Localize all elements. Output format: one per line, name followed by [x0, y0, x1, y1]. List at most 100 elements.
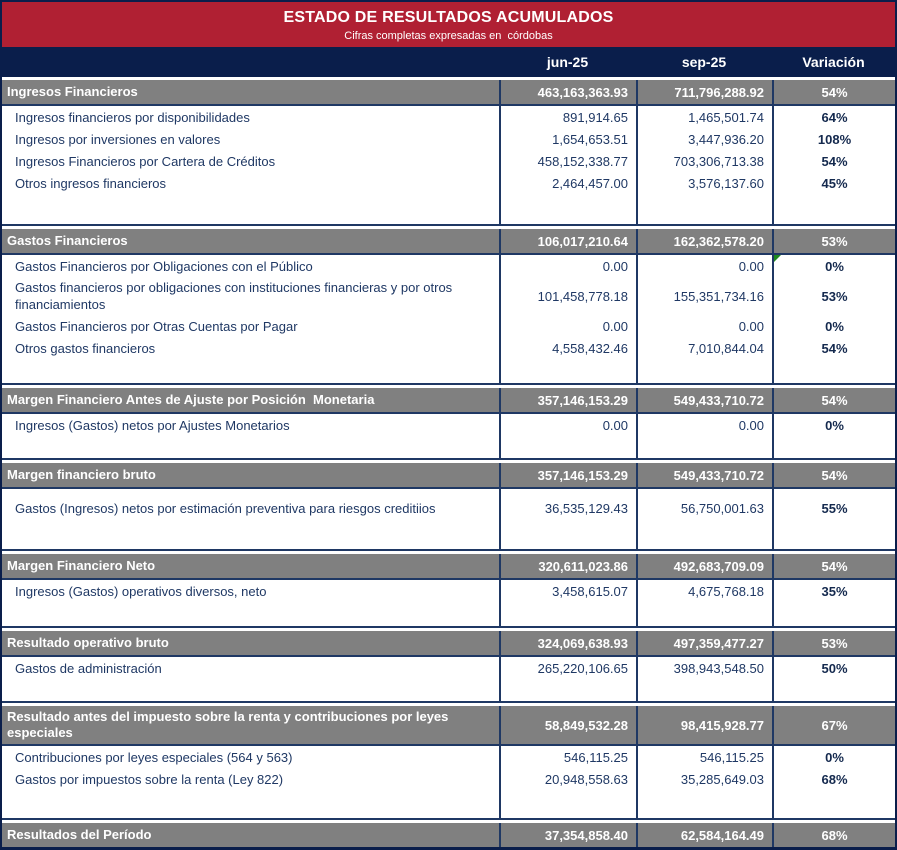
- value-sep25: 1,465,501.74: [636, 106, 772, 128]
- value-sep25: 62,584,164.49: [636, 823, 772, 847]
- detail-block: Contribuciones por leyes especiales (564…: [2, 746, 895, 820]
- row-label: Contribuciones por leyes especiales (564…: [15, 749, 293, 765]
- value-variacion: 54%: [772, 388, 895, 412]
- value-variacion: 54%: [772, 463, 895, 487]
- detail-block: Gastos Financieros por Obligaciones con …: [2, 255, 895, 385]
- value-jun25: 58,849,532.28: [499, 706, 636, 744]
- section-header-resultado-antes-impuesto: Resultado antes del impuesto sobre la re…: [2, 703, 895, 746]
- table-row: Gastos por impuestos sobre la renta (Ley…: [2, 768, 895, 790]
- section-header-resultado-operativo-bruto: Resultado operativo bruto 324,069,638.93…: [2, 628, 895, 657]
- value-variacion: 64%: [772, 106, 895, 128]
- value-sep25: 4,675,768.18: [636, 580, 772, 602]
- table-row: Ingresos financieros por disponibilidade…: [2, 106, 895, 128]
- row-label: Ingresos (Gastos) operativos diversos, n…: [15, 583, 267, 599]
- section-header-margen-antes-ajuste: Margen Financiero Antes de Ajuste por Po…: [2, 385, 895, 414]
- value-jun25: 106,017,210.64: [499, 229, 636, 253]
- row-label: Gastos Financieros por Obligaciones con …: [15, 258, 313, 274]
- row-label: Gastos (Ingresos) netos por estimación p…: [15, 500, 436, 516]
- value-jun25: 320,611,023.86: [499, 554, 636, 578]
- row-label: Ingresos financieros por disponibilidade…: [15, 109, 250, 125]
- value-sep25: 549,433,710.72: [636, 463, 772, 487]
- detail-block: Ingresos (Gastos) netos por Ajustes Mone…: [2, 414, 895, 460]
- row-label: Otros ingresos financieros: [15, 175, 167, 191]
- value-jun25: 0.00: [499, 414, 636, 436]
- row-label: Ingresos por inversiones en valores: [15, 131, 221, 147]
- value-variacion: 45%: [772, 172, 895, 194]
- value-variacion: 108%: [772, 128, 895, 150]
- value-jun25: 1,654,653.51: [499, 128, 636, 150]
- row-label: Gastos Financieros por Otras Cuentas por…: [15, 318, 298, 334]
- value-variacion: 50%: [772, 657, 895, 679]
- value-sep25: 0.00: [636, 414, 772, 436]
- value-sep25: 546,115.25: [636, 746, 772, 768]
- value-sep25: 0.00: [636, 315, 772, 337]
- value-sep25: 35,285,649.03: [636, 768, 772, 790]
- section-header-gastos-financieros: Gastos Financieros 106,017,210.64 162,36…: [2, 226, 895, 255]
- report-title-band: ESTADO DE RESULTADOS ACUMULADOS Cifras c…: [2, 2, 895, 47]
- value-variacion: 35%: [772, 580, 895, 602]
- table-row: Ingresos por inversiones en valores 1,65…: [2, 128, 895, 150]
- value-sep25: 155,351,734.16: [636, 277, 772, 315]
- value-jun25: 324,069,638.93: [499, 631, 636, 655]
- value-jun25: 2,464,457.00: [499, 172, 636, 194]
- spacer-row: [2, 359, 895, 383]
- table-row: Ingresos Financieros por Cartera de Créd…: [2, 150, 895, 172]
- value-variacion: 0%: [772, 746, 895, 768]
- table-row: Ingresos (Gastos) netos por Ajustes Mone…: [2, 414, 895, 436]
- value-sep25: 549,433,710.72: [636, 388, 772, 412]
- value-variacion: 68%: [772, 768, 895, 790]
- value-jun25: 37,354,858.40: [499, 823, 636, 847]
- section-label: Margen financiero bruto: [7, 467, 156, 482]
- spacer-row: [2, 602, 895, 626]
- value-sep25: 56,750,001.63: [636, 489, 772, 527]
- value-sep25: 3,447,936.20: [636, 128, 772, 150]
- value-variacion: 0%: [772, 255, 895, 277]
- section-label: Resultado antes del impuesto sobre la re…: [7, 709, 453, 740]
- section-label: Margen Financiero Neto: [7, 558, 156, 573]
- row-label: Gastos de administración: [15, 660, 162, 676]
- value-jun25: 0.00: [499, 315, 636, 337]
- table-row: Contribuciones por leyes especiales (564…: [2, 746, 895, 768]
- section-label: Ingresos Financieros: [7, 84, 138, 99]
- section-header-margen-financiero-bruto: Margen financiero bruto 357,146,153.29 5…: [2, 460, 895, 489]
- value-variacion: 53%: [772, 277, 895, 315]
- value-sep25: 398,943,548.50: [636, 657, 772, 679]
- value-sep25: 3,576,137.60: [636, 172, 772, 194]
- column-header-sep25: sep-25: [681, 54, 727, 70]
- spacer-row: [2, 679, 895, 701]
- value-jun25: 101,458,778.18: [499, 277, 636, 315]
- column-header-empty: [2, 47, 499, 77]
- detail-block: Gastos (Ingresos) netos por estimación p…: [2, 489, 895, 551]
- value-jun25: 357,146,153.29: [499, 463, 636, 487]
- table-row: Gastos (Ingresos) netos por estimación p…: [2, 489, 895, 527]
- detail-block: Ingresos (Gastos) operativos diversos, n…: [2, 580, 895, 628]
- value-jun25: 36,535,129.43: [499, 489, 636, 527]
- table-row: Gastos financieros por obligaciones con …: [2, 277, 895, 315]
- spacer-row: [2, 527, 895, 549]
- value-variacion: 53%: [772, 229, 895, 253]
- value-variacion: 54%: [772, 337, 895, 359]
- value-variacion: 54%: [772, 80, 895, 104]
- column-header-variacion: Variación: [802, 54, 865, 70]
- section-label: Gastos Financieros: [7, 233, 128, 248]
- column-header-jun25: jun-25: [546, 54, 589, 70]
- value-jun25: 20,948,558.63: [499, 768, 636, 790]
- detail-block: Ingresos financieros por disponibilidade…: [2, 106, 895, 226]
- spacer-row: [2, 436, 895, 458]
- value-jun25: 463,163,363.93: [499, 80, 636, 104]
- value-variacion: 0%: [772, 414, 895, 436]
- value-sep25: 98,415,928.77: [636, 706, 772, 744]
- value-variacion: 54%: [772, 150, 895, 172]
- value-variacion: 53%: [772, 631, 895, 655]
- value-sep25: 497,359,477.27: [636, 631, 772, 655]
- value-sep25: 703,306,713.38: [636, 150, 772, 172]
- value-variacion: 67%: [772, 706, 895, 744]
- value-jun25: 4,558,432.46: [499, 337, 636, 359]
- value-sep25: 711,796,288.92: [636, 80, 772, 104]
- value-sep25: 162,362,578.20: [636, 229, 772, 253]
- row-label: Gastos financieros por obligaciones con …: [15, 280, 453, 312]
- value-variacion: 68%: [772, 823, 895, 847]
- value-sep25: 7,010,844.04: [636, 337, 772, 359]
- value-jun25: 0.00: [499, 255, 636, 277]
